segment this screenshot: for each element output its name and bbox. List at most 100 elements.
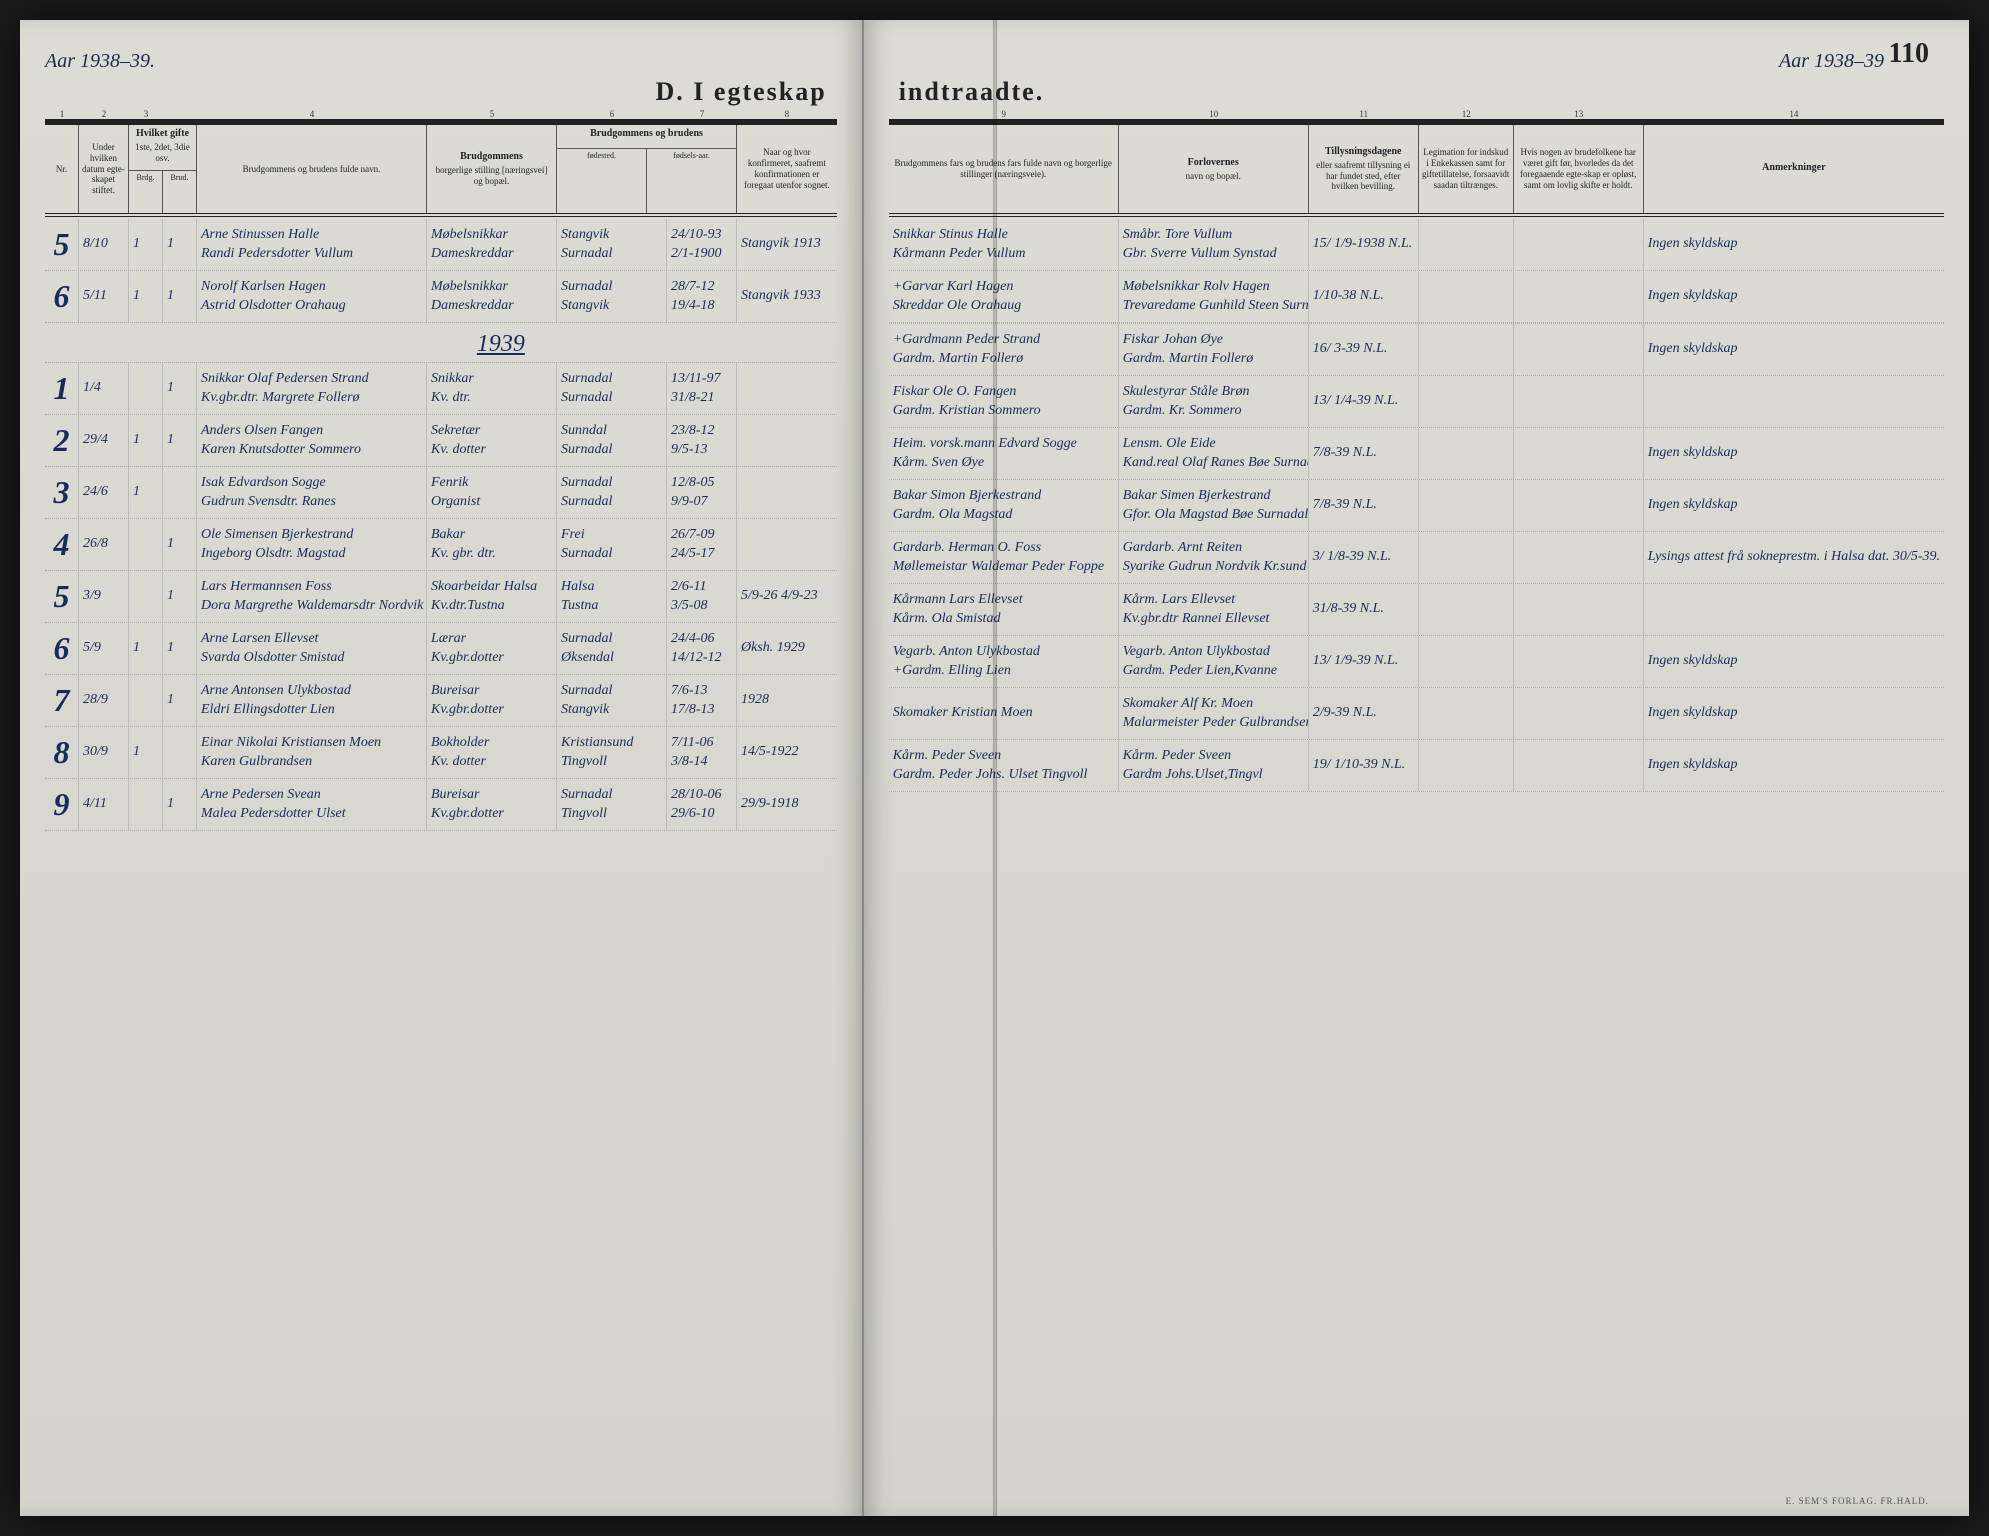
footer-print: E. SEM'S FORLAG. FR.HALD. [1786, 1496, 1929, 1506]
entry-gifte-groom [129, 571, 163, 622]
entry-prior-marriage [1514, 428, 1644, 479]
entry-birthplace: SurnadalTingvoll [557, 779, 667, 830]
entry-gifte-bride: 1 [163, 675, 197, 726]
book-spine [993, 20, 997, 1516]
entry-fathers: Heim. vorsk.mann Edvard SoggeKårm. Sven … [889, 428, 1119, 479]
entry-row: Heim. vorsk.mann Edvard SoggeKårm. Sven … [889, 428, 1944, 480]
entry-birthyear: 28/10-0629/6-10 [667, 779, 737, 830]
entry-prior-marriage [1514, 271, 1644, 322]
entry-fathers: Fiskar Ole O. FangenGardm. Kristian Somm… [889, 376, 1119, 427]
year-right: Aar 1938–39 [889, 50, 1884, 73]
entry-nr: 8 [45, 727, 79, 778]
col-numbers-left: 1 2 3 4 5 6 7 8 [45, 109, 837, 122]
entry-row: 65/911Arne Larsen EllevsetSvarda Olsdott… [45, 623, 837, 675]
entry-occupation: BureisarKv.gbr.dotter [427, 779, 557, 830]
entry-anmerkninger: Ingen skyldskap [1644, 636, 1944, 687]
entry-names: Lars Hermannsen FossDora Margrethe Walde… [197, 571, 427, 622]
entry-birthyear: 7/11-063/8-14 [667, 727, 737, 778]
entry-occupation: SekretærKv. dotter [427, 415, 557, 466]
entry-nr: 6 [45, 623, 79, 674]
entry-birthyear: 23/8-129/5-13 [667, 415, 737, 466]
entry-row: Vegarb. Anton Ulykbostad+Gardm. Elling L… [889, 636, 1944, 688]
entry-names: Anders Olsen FangenKaren Knutsdotter Som… [197, 415, 427, 466]
entry-forlovere: Kårm. Peder SveenGardm Johs.Ulset,Tingvl [1119, 740, 1309, 791]
entry-gifte-groom: 1 [129, 467, 163, 518]
entry-date: 1/4 [79, 363, 129, 414]
entry-gifte-bride: 1 [163, 779, 197, 830]
entry-date: 30/9 [79, 727, 129, 778]
entry-birthplace: KristiansundTingvoll [557, 727, 667, 778]
year-divider: 1939 [45, 323, 837, 363]
header-right: Brudgommens fars og brudens fars fulde n… [889, 122, 1944, 217]
entry-occupation: MøbelsnikkarDameskreddar [427, 219, 557, 270]
entry-fathers: Kårm. Peder SveenGardm. Peder Johs. Ulse… [889, 740, 1119, 791]
entry-anmerkninger: Ingen skyldskap [1644, 219, 1944, 270]
entry-occupation: MøbelsnikkarDameskreddar [427, 271, 557, 322]
entry-occupation: BakarKv. gbr. dtr. [427, 519, 557, 570]
entry-confirmation: Øksh. 1929 [737, 623, 837, 674]
entry-prior-marriage [1514, 219, 1644, 270]
entry-date: 8/10 [79, 219, 129, 270]
entry-row: +Garvar Karl HagenSkreddar Ole OrahaugMø… [889, 271, 1944, 323]
entry-nr: 4 [45, 519, 79, 570]
entry-gifte-bride: 1 [163, 415, 197, 466]
entry-forlovere: Småbr. Tore VullumGbr. Sverre Vullum Syn… [1119, 219, 1309, 270]
entry-gifte-bride: 1 [163, 219, 197, 270]
entry-row: Gardarb. Herman O. FossMøllemeistar Wald… [889, 532, 1944, 584]
entry-nr: 7 [45, 675, 79, 726]
entry-confirmation: Stangvik 1933 [737, 271, 837, 322]
col-numbers-right: 9 10 11 12 13 14 [889, 109, 1944, 122]
entry-tillysning: 3/ 1/8-39 N.L. [1309, 532, 1419, 583]
entry-tillysning: 7/8-39 N.L. [1309, 428, 1419, 479]
entry-birthyear: 24/4-0614/12-12 [667, 623, 737, 674]
entry-anmerkninger: Ingen skyldskap [1644, 480, 1944, 531]
entry-occupation: FenrikOrganist [427, 467, 557, 518]
entry-confirmation [737, 519, 837, 570]
entry-names: Norolf Karlsen HagenAstrid Olsdotter Ora… [197, 271, 427, 322]
entry-fathers: Gardarb. Herman O. FossMøllemeistar Wald… [889, 532, 1119, 583]
entry-legitimation [1419, 271, 1514, 322]
entry-prior-marriage [1514, 480, 1644, 531]
entry-anmerkninger [1644, 584, 1944, 635]
entry-confirmation: 5/9-26 4/9-23 [737, 571, 837, 622]
entry-nr: 1 [45, 363, 79, 414]
entry-forlovere: Bakar Simen BjerkestrandGfor. Ola Magsta… [1119, 480, 1309, 531]
entry-prior-marriage [1514, 376, 1644, 427]
entry-date: 26/8 [79, 519, 129, 570]
entry-nr: 5 [45, 219, 79, 270]
entry-names: Ole Simensen BjerkestrandIngeborg Olsdtr… [197, 519, 427, 570]
entry-tillysning: 16/ 3-39 N.L. [1309, 324, 1419, 375]
entry-date: 28/9 [79, 675, 129, 726]
entries-left: 58/1011Arne Stinussen HalleRandi Pedersd… [45, 219, 837, 831]
entry-prior-marriage [1514, 584, 1644, 635]
entry-row: Snikkar Stinus HalleKårmann Peder Vullum… [889, 219, 1944, 271]
entry-row: 426/81Ole Simensen BjerkestrandIngeborg … [45, 519, 837, 571]
entry-date: 29/4 [79, 415, 129, 466]
entry-fathers: Vegarb. Anton Ulykbostad+Gardm. Elling L… [889, 636, 1119, 687]
entry-gifte-groom: 1 [129, 271, 163, 322]
entry-birthyear: 7/6-1317/8-13 [667, 675, 737, 726]
entry-row: 94/111Arne Pedersen SveanMalea Pedersdot… [45, 779, 837, 831]
entry-birthplace: StangvikSurnadal [557, 219, 667, 270]
entry-row: Kårm. Peder SveenGardm. Peder Johs. Ulse… [889, 740, 1944, 792]
entry-anmerkninger: Ingen skyldskap [1644, 324, 1944, 375]
entry-anmerkninger [1644, 376, 1944, 427]
entry-nr: 9 [45, 779, 79, 830]
entry-legitimation [1419, 480, 1514, 531]
title-left-row: D. I egteskap [45, 77, 837, 107]
entry-occupation: LærarKv.gbr.dotter [427, 623, 557, 674]
entry-gifte-bride: 1 [163, 623, 197, 674]
entry-confirmation: 14/5-1922 [737, 727, 837, 778]
entry-gifte-bride: 1 [163, 271, 197, 322]
entry-legitimation [1419, 219, 1514, 270]
entry-anmerkninger: Ingen skyldskap [1644, 688, 1944, 739]
entry-row: 830/91Einar Nikolai Kristiansen MoenKare… [45, 727, 837, 779]
entry-gifte-groom: 1 [129, 623, 163, 674]
entry-birthyear: 24/10-932/1-1900 [667, 219, 737, 270]
entry-birthyear: 13/11-9731/8-21 [667, 363, 737, 414]
entry-nr: 2 [45, 415, 79, 466]
entry-row: Skomaker Kristian MoenSkomaker Alf Kr. M… [889, 688, 1944, 740]
entry-birthplace: SunndalSurnadal [557, 415, 667, 466]
left-page: Aar 1938–39. D. I egteskap 1 2 3 4 5 6 7… [20, 20, 864, 1516]
entry-names: Arne Larsen EllevsetSvarda Olsdotter Smi… [197, 623, 427, 674]
